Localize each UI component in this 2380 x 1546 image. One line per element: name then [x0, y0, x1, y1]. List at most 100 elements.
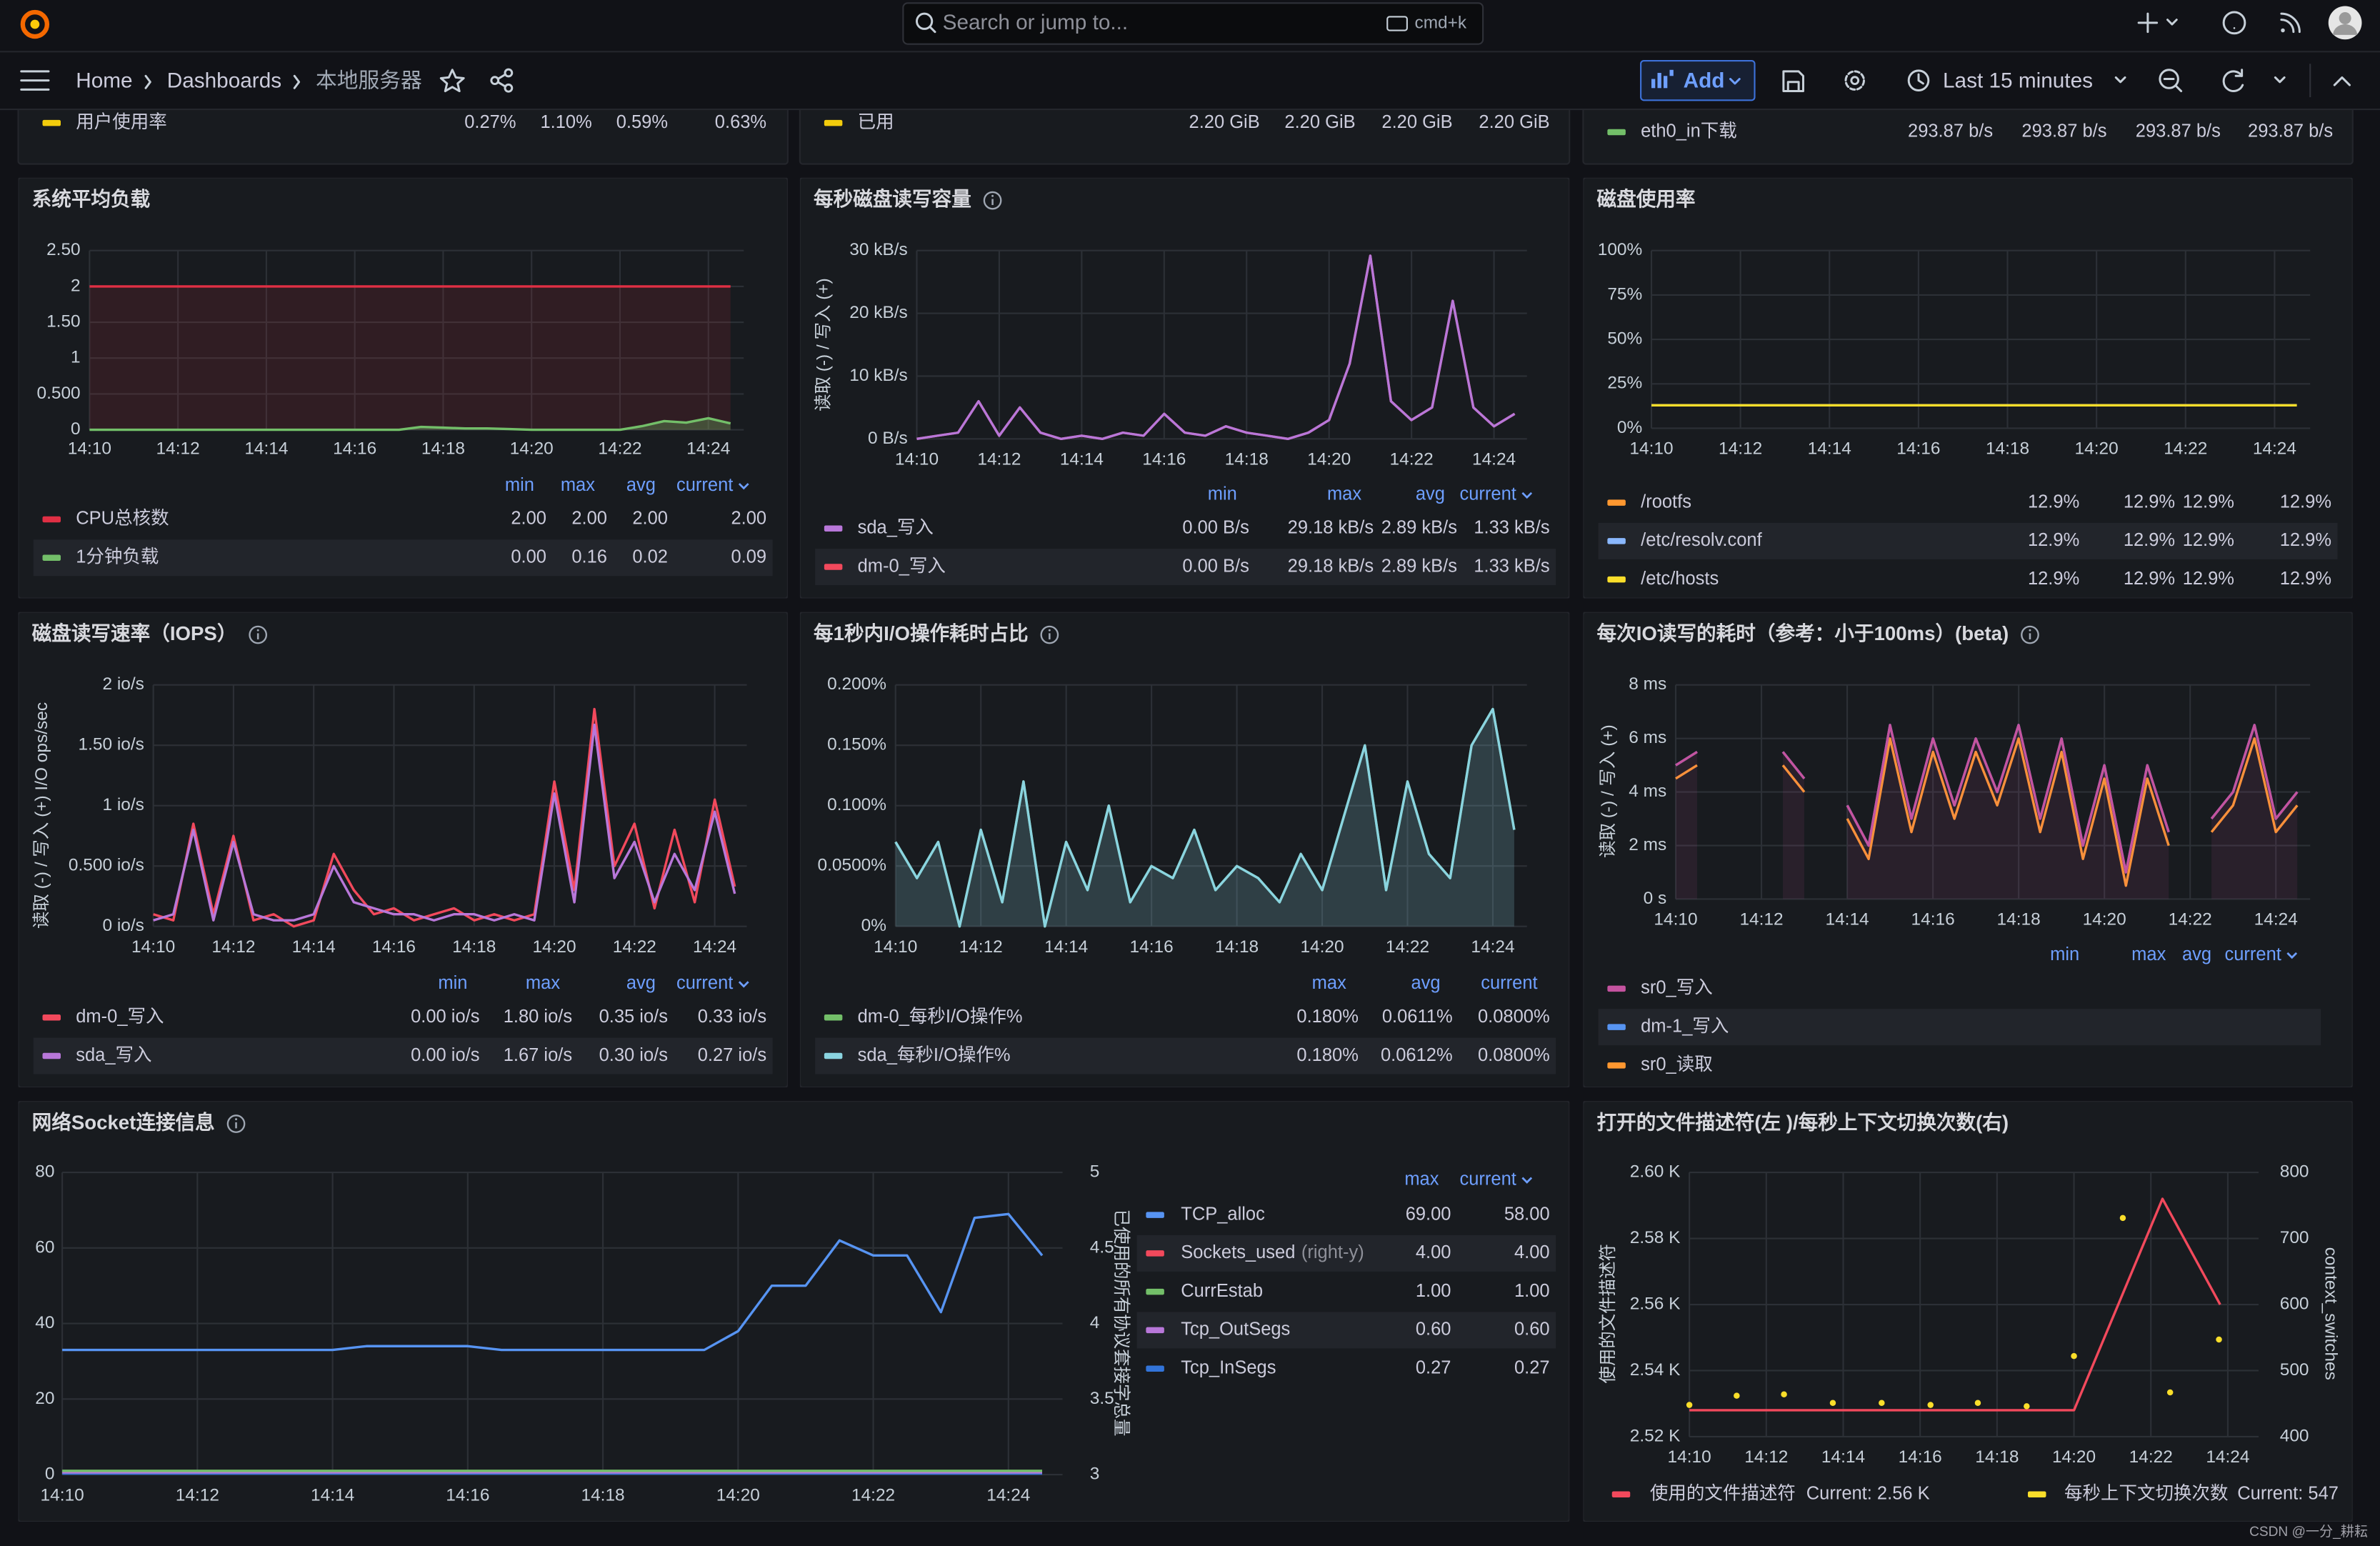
sort-indicator	[1521, 492, 1533, 499]
y2-axis-label: context_switches	[2321, 1247, 2340, 1380]
y-tick-label: 0.500 io/s	[69, 856, 144, 875]
settings-button[interactable]	[1844, 70, 1865, 91]
new-menu[interactable]	[2137, 12, 2178, 34]
share-button[interactable]	[490, 68, 514, 93]
panel-title: 每次IO读写的耗时（参考：小于100ms）(beta)	[1597, 622, 2009, 644]
x-tick-label: 14:24	[2253, 439, 2296, 459]
info-icon	[2021, 625, 2039, 644]
x-tick-label: 14:12	[959, 937, 1003, 957]
legend-value: 0.0800%	[1478, 1007, 1550, 1027]
x-tick-label: 14:18	[421, 439, 465, 459]
add-button[interactable]: Add	[1640, 59, 1756, 101]
legend-value: 0.00 B/s	[1182, 556, 1249, 576]
x-tick-label: 14:20	[2083, 910, 2126, 929]
legend-swatch	[824, 119, 843, 126]
x-tick-label: 14:18	[1225, 450, 1269, 469]
help[interactable]	[2222, 11, 2246, 35]
legend-name: 使用的文件描述符	[1650, 1483, 1796, 1503]
legend-swatch	[1607, 985, 1626, 992]
legend-value: 1.33 kB/s	[1474, 517, 1549, 537]
info-icon	[1040, 625, 1059, 644]
legend-header: avg	[1411, 973, 1441, 993]
grafana-logo[interactable]	[20, 9, 50, 39]
y-tick-label: 2.60 K	[1630, 1162, 1681, 1182]
sort-indicator	[2286, 952, 2298, 959]
legend-value: 0.27	[1514, 1357, 1550, 1377]
legend-name: dm-0_写入	[76, 1007, 164, 1027]
legend-value: 293.87 b/s	[2136, 121, 2221, 141]
legend-value: 4.00	[1416, 1242, 1451, 1262]
series-line	[1675, 737, 2299, 887]
x-tick-label: 14:22	[2169, 910, 2212, 929]
panel-title: 磁盘读写速率（IOPS）	[32, 622, 237, 644]
x-tick-label: 14:16	[1911, 910, 1955, 929]
x-tick-label: 14:12	[1744, 1447, 1788, 1467]
x-tick-label: 14:24	[693, 937, 736, 957]
search-box[interactable]: Search or jump to... cmd+k	[902, 2, 1484, 45]
y2-tick-label: 500	[2280, 1360, 2309, 1380]
y-tick-label: 1 io/s	[102, 795, 144, 814]
info-icon	[2029, 629, 2031, 632]
refresh[interactable]	[2222, 69, 2244, 92]
series-line	[916, 254, 1516, 441]
breadcrumb[interactable]: Home	[76, 69, 132, 93]
legend-value: 0.59%	[616, 112, 668, 132]
time-picker[interactable]: Last 15 minutes	[1907, 69, 2126, 93]
x-tick-label: 14:14	[1044, 937, 1088, 957]
zoom-out[interactable]	[2159, 69, 2183, 93]
x-tick-label: 14:24	[1472, 450, 1516, 469]
x-tick-label: 14:12	[1739, 910, 1783, 929]
y2-tick-label: 5	[1090, 1162, 1100, 1182]
x-tick-label: 14:22	[1386, 937, 1429, 957]
x-tick-label: 14:12	[977, 450, 1021, 469]
menu-toggle[interactable]	[20, 70, 50, 91]
legend-value: 293.87 b/s	[2021, 121, 2106, 141]
legend-swatch	[1607, 1062, 1626, 1069]
sort-indicator	[738, 483, 749, 490]
legend-row-bg	[1136, 1235, 1556, 1272]
x-tick-label: 14:10	[1668, 1447, 1711, 1467]
avatar[interactable]	[2328, 6, 2362, 40]
collapse[interactable]	[2333, 76, 2351, 86]
y2-tick-label: 4.5	[1090, 1237, 1114, 1257]
breadcrumb[interactable]: Dashboards	[167, 69, 281, 93]
x-tick-label: 14:20	[2052, 1447, 2096, 1467]
y-tick-label: 4 ms	[1629, 782, 1666, 801]
series-area	[89, 418, 731, 430]
legend-name: Sockets_used	[1181, 1242, 1295, 1262]
y-axis-label: 读取 (-) / 写入 (+)	[813, 278, 833, 412]
x-tick-label: 14:20	[716, 1485, 760, 1505]
data-point	[1879, 1400, 1885, 1407]
panel: 磁盘使用率 0% 25% 50% 75% 100% 14:10 14:12 14:14 14:16…	[1583, 177, 2353, 599]
y-tick-label: 0%	[861, 916, 886, 935]
legend-row-bg	[1136, 1312, 1556, 1349]
legend-swatch	[42, 1052, 61, 1059]
legend-value: 12.9%	[2124, 530, 2175, 550]
news[interactable]	[2280, 12, 2301, 34]
legend-value: 0.35 io/s	[599, 1007, 668, 1027]
info-icon	[249, 625, 268, 644]
x-tick-label: 14:24	[686, 439, 730, 459]
legend-swatch	[1607, 538, 1626, 544]
series-line	[894, 707, 1516, 928]
x-tick-label: 14:18	[1215, 937, 1259, 957]
legend-header: current	[1460, 1169, 1516, 1189]
info-icon	[226, 1114, 246, 1133]
legend-name: 1分钟负载	[76, 547, 159, 567]
legend-swatch	[824, 525, 843, 532]
star-button[interactable]	[439, 69, 465, 93]
save-button[interactable]	[1782, 70, 1804, 93]
legend-value: 1.00	[1514, 1281, 1550, 1301]
x-tick-label: 14:18	[1986, 439, 2029, 459]
y-tick-label: 1.50 io/s	[79, 735, 144, 754]
y-tick-label: 2.50	[46, 240, 81, 259]
info-icon	[991, 194, 994, 197]
legend-value: 0.0611%	[1382, 1007, 1453, 1027]
x-tick-label: 14:14	[1060, 450, 1104, 469]
y-tick-label: 8 ms	[1629, 674, 1666, 694]
refresh-interval[interactable]	[2274, 76, 2286, 84]
panel-title: 系统平均负载	[32, 188, 151, 210]
x-tick-label: 14:14	[1808, 439, 1851, 459]
series-line	[1689, 1197, 2221, 1412]
y-tick-label: 0.0500%	[818, 856, 886, 875]
